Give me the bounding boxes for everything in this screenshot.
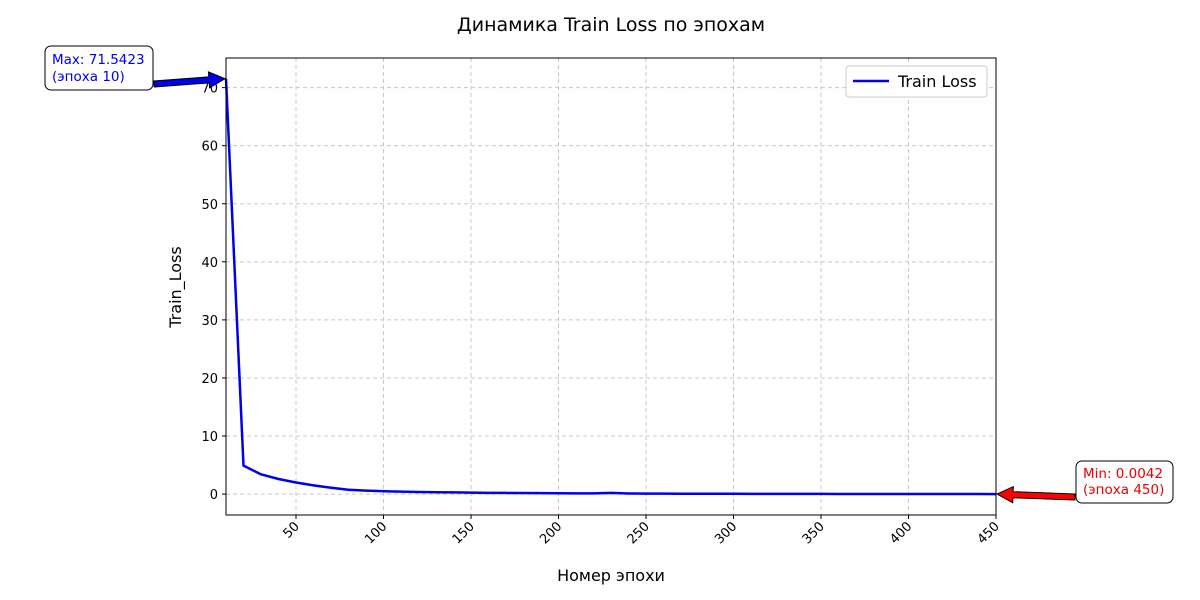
legend: Train Loss: [845, 65, 988, 98]
x-tick-label: 150: [450, 519, 478, 547]
max-annotation-line2: (эпоха 10): [52, 69, 125, 85]
legend-box: [845, 65, 988, 98]
min-annotation-line2: (эпоха 450): [1083, 482, 1164, 498]
grid: [226, 58, 997, 515]
x-tick-label: 350: [800, 519, 828, 547]
ticks: 50 100 150 200 250 300 350 400 45001020304050607…: [201, 82, 1002, 548]
min-annotation-arrow: [995, 485, 1076, 504]
y-tick-label: 40: [201, 256, 218, 271]
y-tick-label: 50: [201, 198, 218, 213]
max-annotation-box: [44, 45, 154, 91]
x-axis-title: Номер эпохи: [557, 566, 665, 585]
chart-title: Динамика Train Loss по эпохам: [457, 14, 765, 36]
max-annotation-arrow: [153, 71, 227, 89]
min-annotation-box: [1075, 460, 1174, 504]
y-tick-label: 20: [201, 372, 218, 387]
x-tick-label: 250: [625, 519, 653, 547]
x-tick-label: 450: [975, 519, 1003, 547]
annotations: Max: 71.5423 (эпоха 10) Min: 0.0042 (эпо…: [44, 45, 1174, 504]
x-tick-label: 50: [281, 519, 303, 541]
x-tick-label: 400: [887, 519, 915, 547]
x-tick-label: 100: [362, 519, 390, 547]
x-tick-label: 200: [537, 519, 565, 547]
y-tick-label: 60: [201, 140, 218, 155]
series-layer: [224, 78, 997, 496]
series-line-train-loss: [224, 78, 997, 496]
legend-label-train-loss: Train Loss: [897, 72, 977, 91]
y-tick-label: 0: [210, 488, 218, 503]
x-tick-label: 300: [712, 519, 740, 547]
min-annotation-line1: Min: 0.0042: [1083, 466, 1163, 482]
y-tick-label: 10: [201, 430, 218, 445]
y-axis-title: Train_Loss: [166, 246, 186, 328]
max-annotation-line1: Max: 71.5423: [52, 52, 145, 68]
plot-frame: [225, 57, 997, 516]
y-tick-label: 30: [201, 314, 218, 329]
